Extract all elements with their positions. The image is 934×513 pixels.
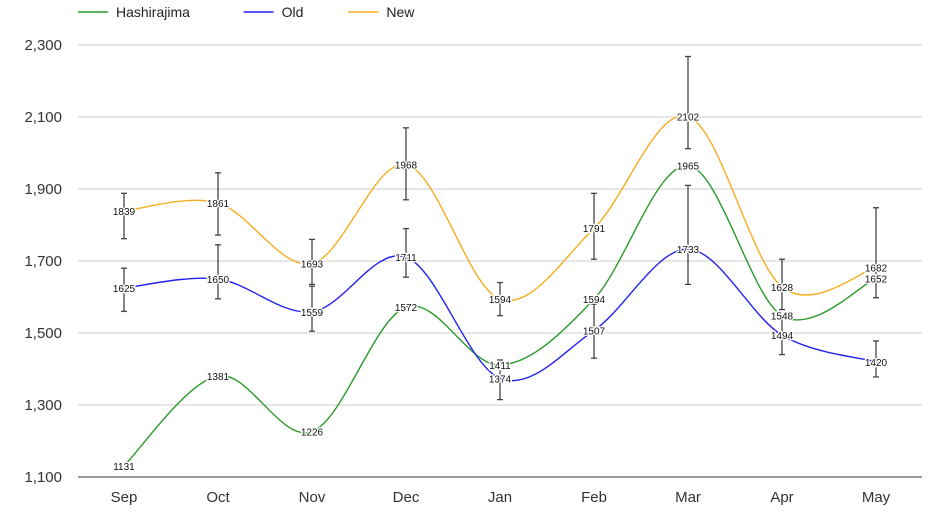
legend-label: New [386,4,415,20]
data-label-new: 1839 [113,207,136,218]
error-bar [121,192,127,240]
data-label-hashirajima: 1226 [301,428,324,439]
data-label-hashirajima: 1381 [207,372,230,383]
legend-label: Hashirajima [116,4,190,20]
error-bar [215,244,221,300]
error-bar [309,285,315,332]
data-label-old: 1559 [301,308,324,319]
series-line-old [123,248,877,382]
y-tick-label: 1,500 [24,325,62,342]
x-tick-label: Feb [581,489,607,506]
data-label-hashirajima: 1594 [583,295,606,306]
data-label-new: 1682 [865,263,888,274]
legend-item-hashirajima[interactable]: Hashirajima [78,4,190,20]
data-label-new: 1594 [489,295,512,306]
data-labels: 1131 1381 1226 1572 1411 1594 1965 1548 1652 1625… [112,111,889,474]
data-label-hashirajima: 1411 [489,361,511,372]
error-bar [215,172,221,236]
y-tick-label: 1,300 [24,397,62,414]
data-label-new: 1968 [395,161,418,172]
error-bar [873,340,879,378]
x-tick-label: Apr [770,489,793,506]
error-bar [309,238,315,286]
y-tick-label: 2,100 [24,109,62,126]
y-tick-label: 1,700 [24,253,62,270]
x-tick-label: Dec [393,489,420,506]
x-axis-ticks: Sep Oct Nov Dec Jan Feb Mar Apr May [111,489,891,506]
series-line-new [123,114,877,302]
y-tick-label: 1,100 [24,469,62,486]
x-tick-label: Mar [675,489,701,506]
data-label-old: 1625 [113,284,136,295]
data-label-new: 1791 [583,224,606,235]
series-line-hashirajima [123,164,877,467]
gridlines [78,44,922,478]
legend-label: Old [282,4,304,20]
error-bar [591,192,597,260]
error-bar [685,184,691,286]
data-label-new: 1693 [301,260,324,271]
data-label-old: 1650 [207,275,230,286]
data-label-hashirajima: 1572 [395,303,418,314]
x-tick-label: May [862,489,891,506]
y-tick-label: 1,900 [24,181,62,198]
y-tick-label: 2,300 [24,37,62,54]
data-label-old: 1733 [677,245,700,256]
error-bar [685,55,691,150]
data-label-old: 1374 [489,374,512,385]
error-bars [121,55,879,401]
legend[interactable]: Hashirajima Old New [78,4,415,20]
data-label-new: 1628 [771,283,794,294]
series-lines [123,114,877,467]
x-tick-label: Nov [299,489,326,506]
error-bar [779,258,785,311]
data-label-hashirajima: 1965 [677,162,700,173]
error-bar [121,267,127,313]
legend-item-new[interactable]: New [348,4,415,20]
data-label-old: 1507 [583,326,606,337]
data-label-old: 1420 [865,358,888,369]
data-label-new: 1861 [207,199,230,210]
data-label-hashirajima: 1548 [771,312,794,323]
data-label-old: 1711 [395,253,417,264]
y-axis-ticks: 1,100 1,300 1,500 1,700 1,900 2,100 2,300 [24,37,62,486]
data-label-hashirajima: 1652 [865,274,888,285]
legend-item-old[interactable]: Old [243,4,304,20]
x-tick-label: Jan [488,489,512,506]
x-tick-label: Sep [111,489,138,506]
data-label-new: 2102 [677,112,700,123]
data-label-hashirajima: 1131 [113,462,135,473]
data-label-old: 1494 [771,331,794,342]
x-tick-label: Oct [206,489,230,506]
error-bar [403,127,409,201]
error-bar [403,227,409,278]
error-bar [873,207,879,299]
error-bar [497,359,503,401]
